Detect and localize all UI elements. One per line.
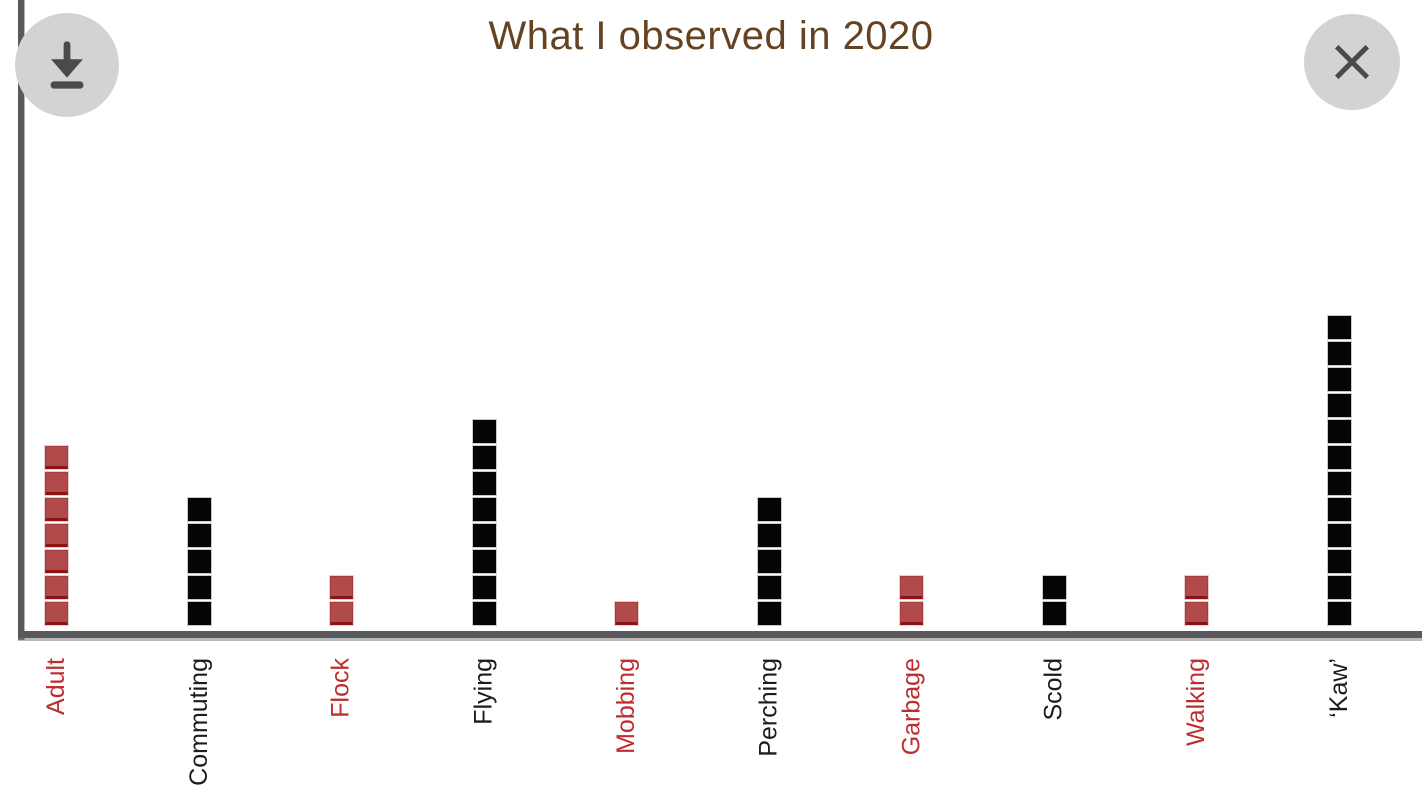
unit-square [757, 550, 781, 573]
unit-square [330, 576, 354, 599]
unit-square [187, 576, 211, 599]
unit-square [1327, 446, 1351, 469]
unit-square [472, 498, 496, 521]
bar-column-kaw [1327, 316, 1351, 625]
unit-square [187, 498, 211, 521]
unit-square [472, 420, 496, 443]
unit-square [472, 550, 496, 573]
unit-square [472, 576, 496, 599]
unit-square [1185, 576, 1209, 599]
unit-square [757, 576, 781, 599]
unit-square [45, 550, 68, 573]
unit-square [45, 602, 68, 625]
x-axis-line [18, 631, 1422, 638]
close-button[interactable] [1304, 14, 1400, 110]
unit-square [45, 576, 68, 599]
unit-square [757, 498, 781, 521]
bar-column-garbage [900, 576, 924, 625]
bar-column-mobbing [615, 602, 639, 625]
bar-column-flying [472, 420, 496, 625]
unit-square [472, 524, 496, 547]
unit-square [1327, 368, 1351, 391]
unit-square [1327, 524, 1351, 547]
unit-square [1042, 576, 1066, 599]
unit-square [1185, 602, 1209, 625]
unit-square [472, 472, 496, 495]
unit-square [187, 524, 211, 547]
unit-square [1327, 472, 1351, 495]
unit-square [1327, 576, 1351, 599]
x-axis-label-flying: Flying [469, 658, 498, 725]
unit-square [1327, 550, 1351, 573]
unit-square [757, 602, 781, 625]
unit-square [1042, 602, 1066, 625]
x-axis-label-adult: Adult [42, 658, 70, 715]
unit-square [615, 602, 639, 625]
bar-column-adult [45, 446, 68, 625]
unit-square [757, 524, 781, 547]
unit-square [45, 498, 68, 521]
download-button[interactable] [15, 13, 119, 117]
unit-square [45, 446, 68, 469]
unit-square [1327, 316, 1351, 339]
x-axis-label-walking: Walking [1182, 658, 1211, 746]
unit-square [187, 550, 211, 573]
x-axis-label-scold: Scold [1039, 658, 1068, 721]
unit-square [1327, 342, 1351, 365]
x-axis-label-garbage: Garbage [897, 658, 926, 756]
download-icon [38, 36, 96, 94]
bar-column-commuting [187, 498, 211, 625]
unit-square [45, 524, 68, 547]
x-axis-label-mobbing: Mobbing [612, 658, 641, 754]
unit-square [472, 602, 496, 625]
unit-square [1327, 602, 1351, 625]
unit-square [187, 602, 211, 625]
bar-column-scold [1042, 576, 1066, 625]
close-icon [1327, 37, 1377, 87]
unit-square [45, 472, 68, 495]
bar-column-walking [1185, 576, 1209, 625]
bar-column-flock [330, 576, 354, 625]
x-axis-label-commuting: Commuting [184, 658, 213, 786]
x-axis-label-flock: Flock [327, 658, 356, 718]
unit-square [1327, 394, 1351, 417]
y-axis-line [18, 0, 24, 640]
x-axis-label-kaw: ‘Kaw’ [1324, 658, 1353, 718]
unit-square [330, 602, 354, 625]
unit-square [900, 576, 924, 599]
unit-square [1327, 420, 1351, 443]
x-axis-label-perching: Perching [754, 658, 783, 757]
bar-column-perching [757, 498, 781, 625]
unit-square [1327, 498, 1351, 521]
unit-square [472, 446, 496, 469]
chart-title: What I observed in 2020 [488, 14, 934, 58]
unit-square [900, 602, 924, 625]
